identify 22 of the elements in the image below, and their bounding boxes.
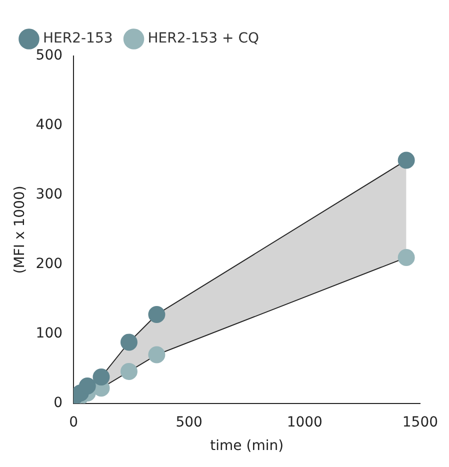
point	[120, 362, 138, 380]
point	[148, 346, 166, 364]
y-tick-label: 400	[36, 117, 63, 134]
point	[148, 306, 166, 323]
x-tick-label: 1500	[402, 414, 438, 430]
y-tick-label: 200	[36, 256, 63, 272]
y-tick-label: 0	[54, 395, 63, 412]
y-tick-label: 500	[36, 48, 63, 64]
point	[398, 248, 415, 266]
y-axis-title: (MFI x 1000)	[12, 186, 28, 274]
y-tick-label: 300	[36, 186, 63, 203]
point	[92, 368, 110, 386]
legend-label: HER2-153 + CQ	[148, 30, 259, 47]
point	[78, 378, 96, 395]
x-tick-label: 0	[69, 414, 78, 430]
x-axis-title: time (min)	[210, 438, 284, 454]
legend-label: HER2-153	[43, 30, 113, 47]
point	[120, 334, 138, 351]
y-tick-label: 100	[36, 326, 63, 342]
x-tick-label: 1000	[286, 414, 322, 430]
x-tick-label: 500	[176, 414, 202, 430]
point	[398, 152, 415, 169]
